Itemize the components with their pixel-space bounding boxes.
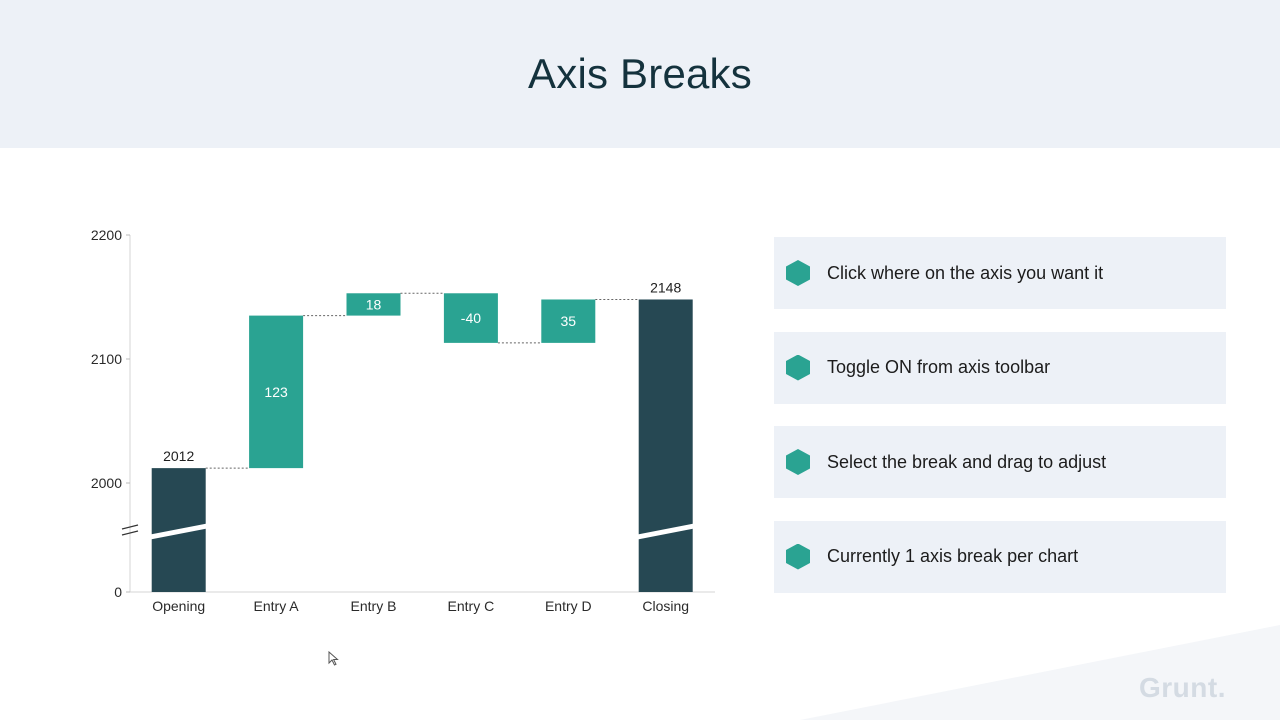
data-label: -40 <box>461 310 481 326</box>
delta-bar <box>541 299 596 343</box>
step-text: Select the break and drag to adjust <box>827 451 1107 472</box>
y-tick-label: 0 <box>114 584 122 600</box>
data-label: 35 <box>561 313 577 329</box>
delta-bar <box>443 293 498 343</box>
step-item: Toggle ON from axis toolbar <box>774 331 1226 404</box>
axis-break-mark <box>121 524 139 530</box>
x-tick-label: Opening <box>152 598 205 614</box>
step-item: Currently 1 axis break per chart <box>774 520 1226 593</box>
step-item: Select the break and drag to adjust <box>774 426 1226 498</box>
bar-break-gap <box>147 523 210 540</box>
data-label: 2148 <box>650 279 681 295</box>
data-label: 2012 <box>163 448 194 464</box>
step-text: Toggle ON from axis toolbar <box>827 357 1051 377</box>
delta-bar <box>346 293 401 316</box>
y-tick-label: 2000 <box>91 475 122 491</box>
axis-break-mark <box>121 530 139 536</box>
step-text: Click where on the axis you want it <box>827 262 1104 283</box>
x-tick-label: Entry A <box>254 598 300 614</box>
data-label: 18 <box>366 296 382 312</box>
hexagon-bullet-icon <box>786 354 810 381</box>
delta-bar <box>249 315 304 469</box>
data-label: 123 <box>264 384 288 400</box>
waterfall-chart[interactable]: 0 2000 2100 2200 2012 Opening 123 Entry A 18 Entr… <box>0 0 740 720</box>
x-tick-label: Entry B <box>351 598 397 614</box>
y-tick-label: 2200 <box>91 227 122 243</box>
steps-list: Click where on the axis you want it Togg… <box>774 237 1226 615</box>
hexagon-bullet-icon <box>786 449 810 475</box>
x-tick-label: Closing <box>642 598 689 614</box>
step-item: Click where on the axis you want it <box>774 237 1226 309</box>
x-tick-label: Entry D <box>545 598 592 614</box>
bar-break-gap <box>634 523 697 540</box>
chart-canvas[interactable]: 0 2000 2100 2200 2012 Opening 123 Entry A 18 Entr… <box>0 0 740 720</box>
mouse-pointer-icon <box>328 651 339 666</box>
y-tick-label: 2100 <box>91 351 122 367</box>
page-title: Axis Breaks <box>528 50 752 97</box>
hexagon-bullet-icon <box>786 543 810 570</box>
brand-logo: Grunt. <box>1139 672 1226 703</box>
hexagon-bullet-icon <box>786 260 810 286</box>
total-bar <box>638 299 693 592</box>
title-banner: Axis Breaks <box>0 0 1280 148</box>
step-text: Currently 1 axis break per chart <box>827 546 1079 566</box>
x-tick-label: Entry C <box>448 598 495 614</box>
